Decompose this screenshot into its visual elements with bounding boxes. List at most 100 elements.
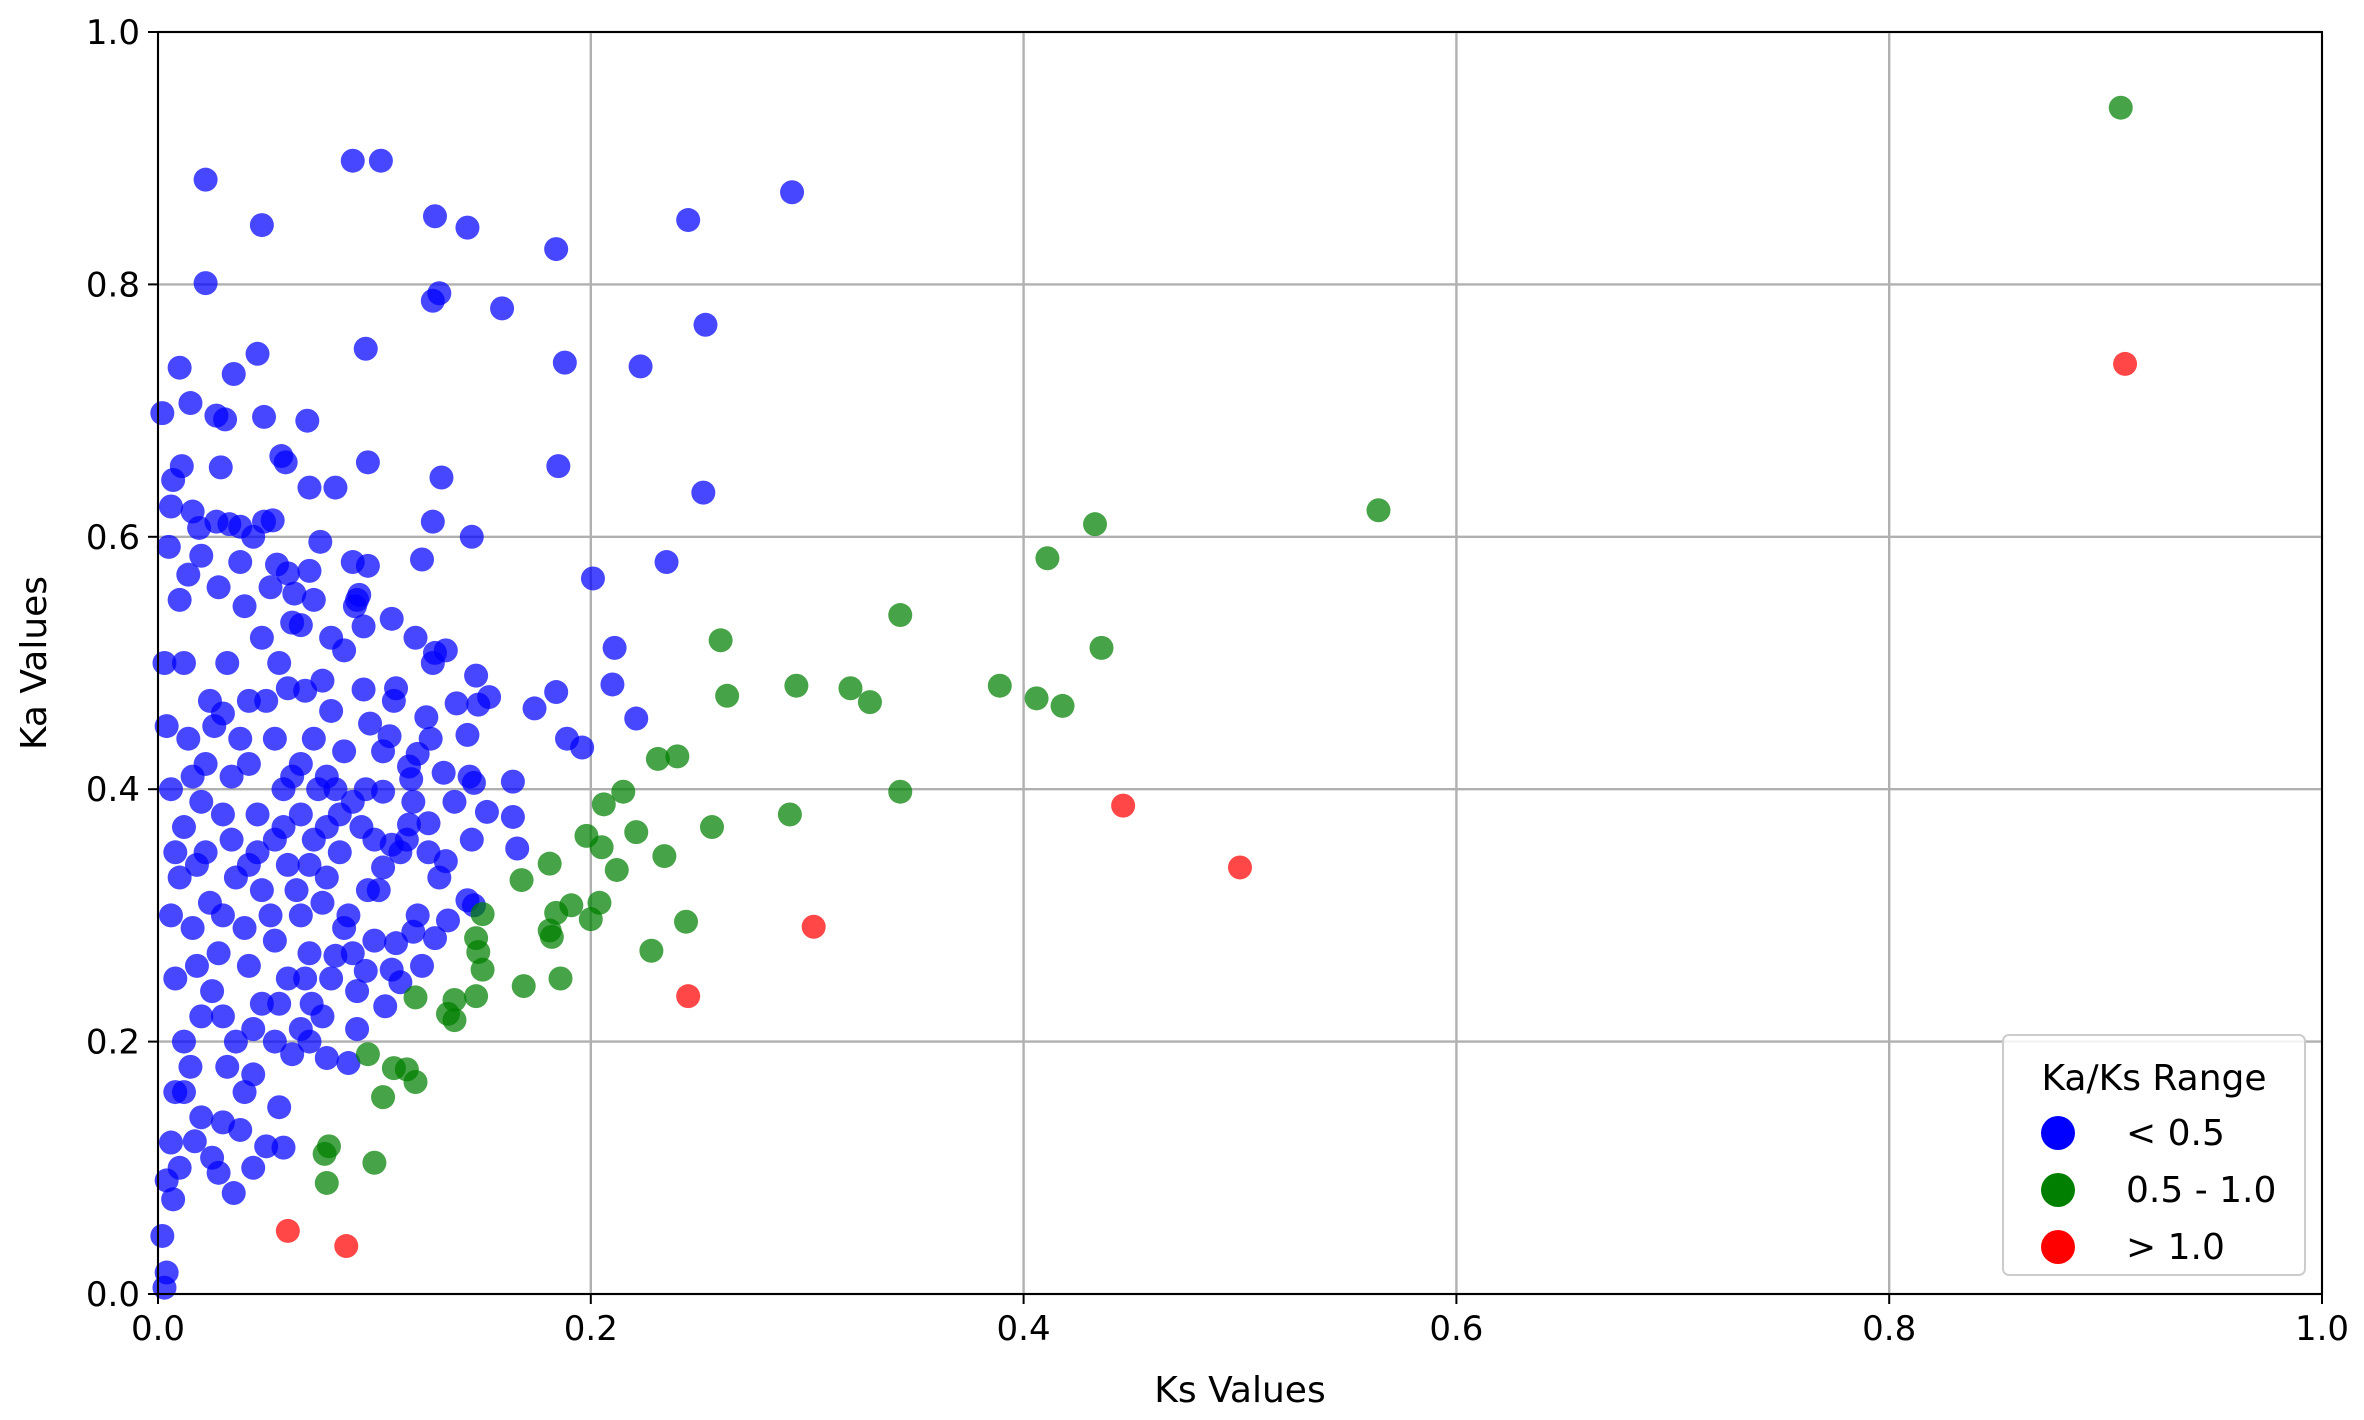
data-point [645,746,670,771]
data-point [167,1155,192,1180]
data-point [388,970,413,995]
data-point [384,931,409,956]
data-point [221,1181,246,1206]
y-tick-label: 0.4 [86,770,140,810]
data-point [262,726,287,751]
data-point [403,985,428,1010]
data-point [280,1042,305,1067]
data-point [301,827,326,852]
data-point [1366,498,1391,523]
data-point [297,852,322,877]
data-point [355,553,380,578]
data-point [345,979,370,1004]
axis-ticks: 0.0 0.2 0.4 0.6 0.8 1.0 0.0 0.2 0.4 0.6 0.8 1.0 [86,13,2349,1349]
data-point [319,698,344,723]
data-point [232,916,257,941]
data-point [552,350,577,375]
data-point [200,979,225,1004]
data-point [444,691,469,716]
data-point [301,587,326,612]
data-point [371,1085,396,1110]
x-tick-label: 0.0 [131,1309,185,1349]
data-point [624,706,649,731]
data-point [252,404,277,429]
data-point [371,739,396,764]
data-point [221,362,246,387]
data-point [2108,95,2133,120]
data-point [163,1080,188,1105]
data-point [403,1069,428,1094]
data-point [267,991,292,1016]
data-point [245,341,270,366]
data-point [228,550,253,575]
data-point [537,851,562,876]
legend-marker [2041,1230,2075,1264]
data-point [210,1110,235,1135]
data-point [589,835,614,860]
data-point [546,454,571,479]
data-point [319,966,344,991]
data-point [665,744,690,769]
data-point [295,408,320,433]
data-point [652,844,677,869]
data-point [427,865,452,890]
data-point [262,1029,287,1054]
data-point [267,1095,292,1120]
data-point [208,455,233,480]
data-point [353,777,378,802]
data-point [297,941,322,966]
data-point [509,868,534,893]
data-point [602,635,627,660]
data-point [260,508,285,533]
data-point [362,827,387,852]
data-point [332,739,357,764]
data-point [838,676,863,701]
y-tick-label: 0.8 [86,265,140,305]
legend-title: Ka/Ks Range [2041,1058,2266,1099]
data-point [470,902,495,927]
data-point [2113,351,2138,376]
data-point [206,941,231,966]
data-point [206,575,231,600]
data-point [539,924,564,949]
data-point [470,957,495,982]
data-point [327,802,352,827]
data-point [442,1008,467,1033]
series-0 [150,148,805,1300]
plot-frame [157,31,2323,1295]
legend-label: > 1.0 [2126,1227,2225,1268]
data-point [210,1004,235,1029]
data-point [232,594,257,619]
data-point [1035,546,1060,571]
data-point [297,1029,322,1054]
data-point [405,903,430,928]
data-point [249,991,274,1016]
data-point [249,625,274,650]
series-1 [312,95,2133,1195]
data-point [232,1080,257,1105]
data-point [236,751,261,776]
data-point [158,903,183,928]
data-point [167,587,192,612]
data-point [580,566,605,591]
data-point [693,312,718,337]
data-point [464,984,489,1009]
data-point [410,953,435,978]
data-point [241,1155,266,1180]
data-point [171,815,196,840]
data-point [368,148,393,173]
data-point [373,994,398,1019]
data-point [676,984,701,1009]
data-point [1089,635,1114,660]
y-tick-label: 0.0 [86,1275,140,1315]
y-axis-label: Ka Values [14,576,55,750]
data-point [600,672,625,697]
data-point [297,558,322,583]
data-point [548,966,573,991]
data-point [314,1170,339,1195]
data-point [353,958,378,983]
data-point [416,840,441,865]
data-point [628,354,653,379]
data-point [189,543,214,568]
data-point [306,777,331,802]
